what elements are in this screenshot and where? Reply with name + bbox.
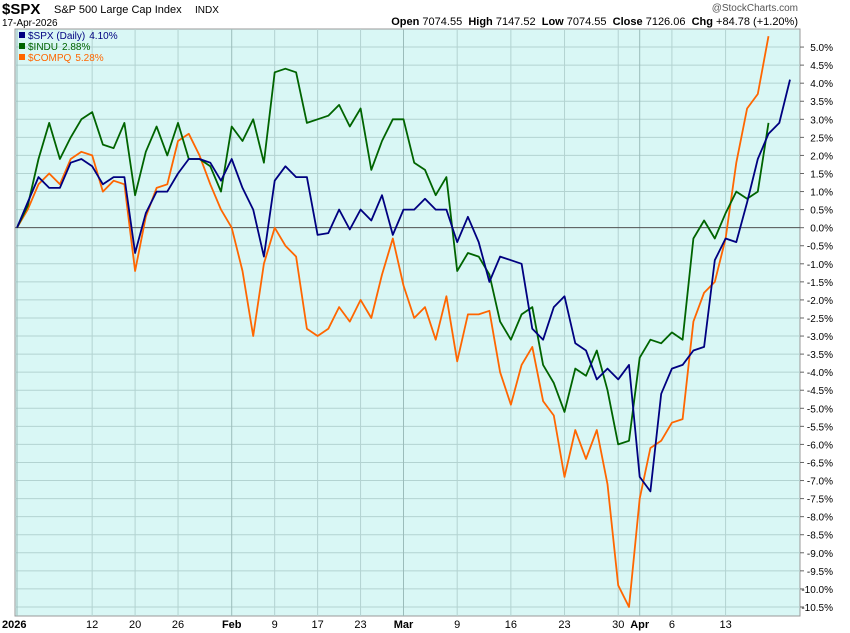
y-tick-label: -6.5% [807,458,833,469]
y-tick-label: -8.5% [807,531,833,542]
y-tick-label: 0.5% [810,206,833,217]
y-tick-label: -8.0% [807,513,833,524]
legend-series-value: 4.10% [89,31,117,42]
y-tick-label: 3.0% [810,115,833,126]
legend-swatch [19,54,25,60]
y-tick-label: -5.5% [807,422,833,433]
x-tick-label: 23 [354,619,366,631]
legend-swatch [19,43,25,49]
x-tick-label: 2026 [2,619,26,631]
watermark: @StockCharts.com [711,3,798,14]
x-tick-label: Feb [222,619,242,631]
y-tick-label: -0.5% [807,242,833,253]
x-tick-label: 23 [558,619,570,631]
x-tick-label: Mar [394,619,414,631]
chg-label: Chg [691,16,713,28]
y-tick-label: 1.5% [810,169,833,180]
y-tick-label: 4.5% [810,61,833,72]
x-tick-label: 9 [454,619,460,631]
y-tick-label: -1.0% [807,260,833,271]
y-tick-label: 4.0% [810,79,833,90]
x-tick-label: Apr [630,619,650,631]
low-label: Low [541,16,564,28]
close-value: 7126.06 [645,16,686,28]
x-tick-label: 16 [505,619,517,631]
y-tick-label: -9.5% [807,567,833,578]
open-value: 7074.55 [422,16,463,28]
open-label: Open [391,16,420,28]
x-tick-label: 20 [129,619,141,631]
exchange-label: INDX [195,5,219,16]
symbol-label: $SPX [2,1,41,18]
symbol-description: S&P 500 Large Cap Index [54,4,182,16]
legend-swatch [19,32,25,38]
legend-series-name: $INDU [28,42,58,53]
y-tick-label: -6.0% [807,440,833,451]
y-tick-label: -2.5% [807,314,833,325]
close-label: Close [612,16,643,28]
x-tick-label: 13 [719,619,731,631]
chg-value: +84.78 (+1.20%) [716,16,798,28]
y-tick-label: -7.5% [807,495,833,506]
series-line-indu [16,67,770,446]
high-label: High [468,16,493,28]
y-tick-label: -3.0% [807,332,833,343]
y-tick-label: -2.0% [807,296,833,307]
chart-date: 17-Apr-2026 [2,18,58,29]
x-tick-label: 17 [311,619,323,631]
legend-series-name: $SPX (Daily) [28,31,85,42]
y-tick-label: 3.5% [810,97,833,108]
y-tick-label: -4.0% [807,368,833,379]
y-tick-label: 2.0% [810,151,833,162]
y-tick-label: 1.0% [810,188,833,199]
ohlc-readout: Open 7074.55 High 7147.52 Low 7074.55 Cl… [391,16,798,28]
y-tick-label: -3.5% [807,350,833,361]
x-tick-label: 26 [172,619,184,631]
y-tick-label: 2.5% [810,133,833,144]
y-tick-label: -1.5% [807,278,833,289]
y-tick-label: -5.0% [807,404,833,415]
y-tick-label: -9.0% [807,549,833,560]
legend-series-value: 5.28% [75,53,103,64]
x-tick-label: 9 [272,619,278,631]
x-tick-label: 12 [86,619,98,631]
x-tick-label: 30 [612,619,624,631]
series-line-spxdaily [16,79,791,493]
y-tick-label: 0.0% [810,224,833,235]
y-tick-label: -10.0% [801,585,833,596]
y-tick-label: -7.0% [807,477,833,488]
low-value: 7074.55 [566,16,607,28]
y-tick-label: 5.0% [810,43,833,54]
x-tick-label: 6 [669,619,675,631]
y-tick-label: -4.5% [807,386,833,397]
legend-series-value: 2.88% [62,42,90,53]
plot-area [14,28,801,617]
legend-series-name: $COMPQ [28,53,72,64]
y-tick-label: -10.5% [801,603,833,614]
high-value: 7147.52 [495,16,536,28]
